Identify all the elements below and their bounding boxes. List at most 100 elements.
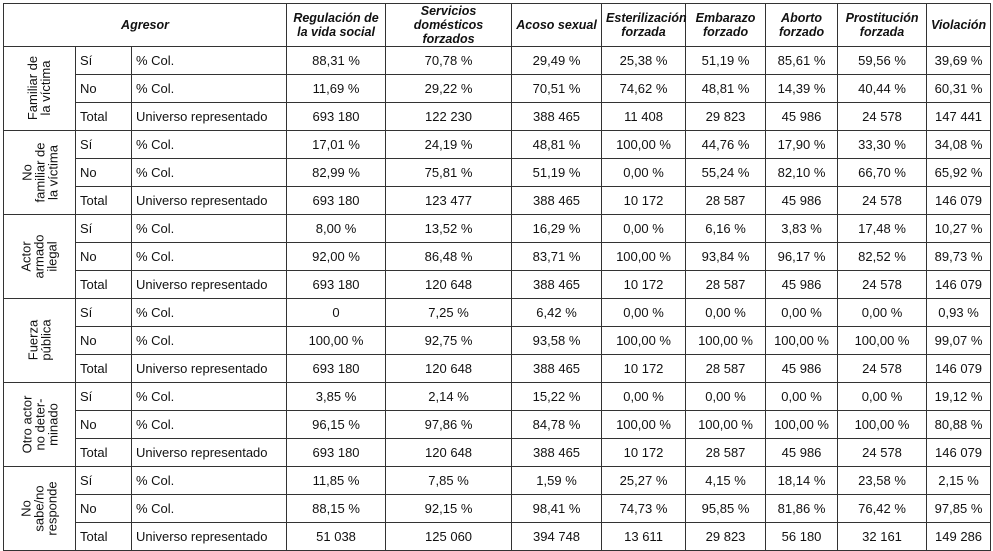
value-cell: 0,00 % xyxy=(765,298,839,327)
value-cell: 45 986 xyxy=(765,438,839,467)
value-cell: 388 465 xyxy=(511,102,603,131)
value-cell: 88,31 % xyxy=(286,46,387,75)
value-cell: 100,00 % xyxy=(601,410,687,439)
measure-label: % Col. xyxy=(130,410,288,439)
value-cell: 24 578 xyxy=(837,354,928,383)
value-cell: 25,38 % xyxy=(601,46,687,75)
value-cell: 14,39 % xyxy=(765,74,839,103)
measure-label: Universo representado xyxy=(130,354,288,383)
value-cell: 0,00 % xyxy=(837,298,928,327)
value-cell: 95,85 % xyxy=(685,494,767,523)
table-row: Familiar de la víctima Sí% Col. 88,31 % 70,… xyxy=(3,46,992,131)
value-cell: 7,25 % xyxy=(385,298,513,327)
value-cell: 100,00 % xyxy=(765,326,839,355)
measure-label: Universo representado xyxy=(130,186,288,215)
value-cell: 66,70 % xyxy=(837,158,928,187)
value-cell: 10 172 xyxy=(601,354,687,383)
value-cell: 96,15 % xyxy=(286,410,387,439)
value-cell: 2,15 % xyxy=(926,466,992,495)
value-cell: 80,88 % xyxy=(926,410,992,439)
value-cell: 29,49 % xyxy=(511,46,603,75)
response-label: No xyxy=(75,158,132,187)
value-cell: 16,29 % xyxy=(511,214,603,243)
value-cell: 120 648 xyxy=(385,438,513,467)
value-cell: 10 172 xyxy=(601,438,687,467)
value-cell: 48,81 % xyxy=(685,74,767,103)
response-label: Sí xyxy=(75,298,132,327)
value-cell: 0,00 % xyxy=(601,382,687,411)
table-row: No familiar de la víctima Sí% Col. 17,01 %… xyxy=(3,130,992,215)
agresor-header: Agresor xyxy=(2,3,288,47)
measure-label: % Col. xyxy=(130,466,288,495)
table-row: Fuerza pública Sí% Col. 0 7,25 % 6,42 % 0,00 … xyxy=(3,298,992,383)
column-header: Prostitución forzada xyxy=(837,3,928,47)
value-cell: 693 180 xyxy=(286,270,387,299)
agresor-table: Agresor Regulación de la vida social Ser… xyxy=(2,3,992,551)
value-cell: 60,31 % xyxy=(926,74,992,103)
group-label: No familiar de la víctima xyxy=(19,142,60,202)
table-row: Total Universo representado 693 180 120 648… xyxy=(4,438,992,467)
response-label: No xyxy=(75,74,132,103)
value-cell: 0 xyxy=(286,298,387,327)
value-cell: 3,85 % xyxy=(286,382,387,411)
value-cell: 59,56 % xyxy=(837,46,928,75)
response-label: Sí xyxy=(75,382,132,411)
column-header: Regulación de la vida social xyxy=(286,3,387,47)
value-cell: 100,00 % xyxy=(601,130,687,159)
value-cell: 92,00 % xyxy=(286,242,387,271)
value-cell: 85,61 % xyxy=(765,46,839,75)
value-cell: 17,48 % xyxy=(837,214,928,243)
measure-label: % Col. xyxy=(130,130,288,159)
response-label: Total xyxy=(75,522,132,551)
value-cell: 28 587 xyxy=(685,354,767,383)
value-cell: 48,81 % xyxy=(511,130,603,159)
value-cell: 147 441 xyxy=(926,102,992,131)
value-cell: 24 578 xyxy=(837,270,928,299)
value-cell: 83,71 % xyxy=(511,242,603,271)
value-cell: 120 648 xyxy=(385,354,513,383)
value-cell: 24 578 xyxy=(837,102,928,131)
value-cell: 0,00 % xyxy=(601,298,687,327)
value-cell: 82,99 % xyxy=(286,158,387,187)
value-cell: 96,17 % xyxy=(765,242,839,271)
value-cell: 100,00 % xyxy=(837,410,928,439)
group-label: Fuerza pública xyxy=(25,319,54,361)
group-label-cell: Familiar de la víctima xyxy=(3,46,76,131)
value-cell: 86,48 % xyxy=(385,242,513,271)
measure-label: % Col. xyxy=(130,326,288,355)
value-cell: 388 465 xyxy=(511,438,603,467)
value-cell: 13,52 % xyxy=(385,214,513,243)
group-label: Familiar de la víctima xyxy=(25,55,54,121)
group-label-cell: No sabe/no responde xyxy=(3,466,76,551)
value-cell: 25,27 % xyxy=(601,466,687,495)
value-cell: 6,42 % xyxy=(511,298,603,327)
value-cell: 100,00 % xyxy=(685,326,767,355)
value-cell: 70,78 % xyxy=(385,46,513,75)
column-header: Esterilización forzada xyxy=(601,3,687,47)
value-cell: 89,73 % xyxy=(926,242,992,271)
table-row: Otro actor no deter- minado Sí% Col. 3,85 … xyxy=(3,382,992,467)
value-cell: 74,73 % xyxy=(601,494,687,523)
value-cell: 693 180 xyxy=(286,186,387,215)
value-cell: 693 180 xyxy=(286,438,387,467)
table-row: No% Col. 88,15 % 92,15 % 98,41 % 74,73 % 95,8… xyxy=(4,494,992,523)
value-cell: 100,00 % xyxy=(765,410,839,439)
value-cell: 1,59 % xyxy=(511,466,603,495)
value-cell: 100,00 % xyxy=(685,410,767,439)
response-label: Total xyxy=(75,102,132,131)
column-header: Violación xyxy=(926,3,992,47)
measure-label: % Col. xyxy=(130,242,288,271)
value-cell: 84,78 % xyxy=(511,410,603,439)
value-cell: 146 079 xyxy=(926,354,992,383)
value-cell: 693 180 xyxy=(286,102,387,131)
value-cell: 10 172 xyxy=(601,186,687,215)
value-cell: 92,15 % xyxy=(385,494,513,523)
value-cell: 17,01 % xyxy=(286,130,387,159)
value-cell: 0,00 % xyxy=(685,382,767,411)
value-cell: 8,00 % xyxy=(286,214,387,243)
response-label: No xyxy=(75,242,132,271)
value-cell: 51 038 xyxy=(286,522,387,551)
value-cell: 15,22 % xyxy=(511,382,603,411)
value-cell: 0,00 % xyxy=(601,158,687,187)
value-cell: 74,62 % xyxy=(601,74,687,103)
